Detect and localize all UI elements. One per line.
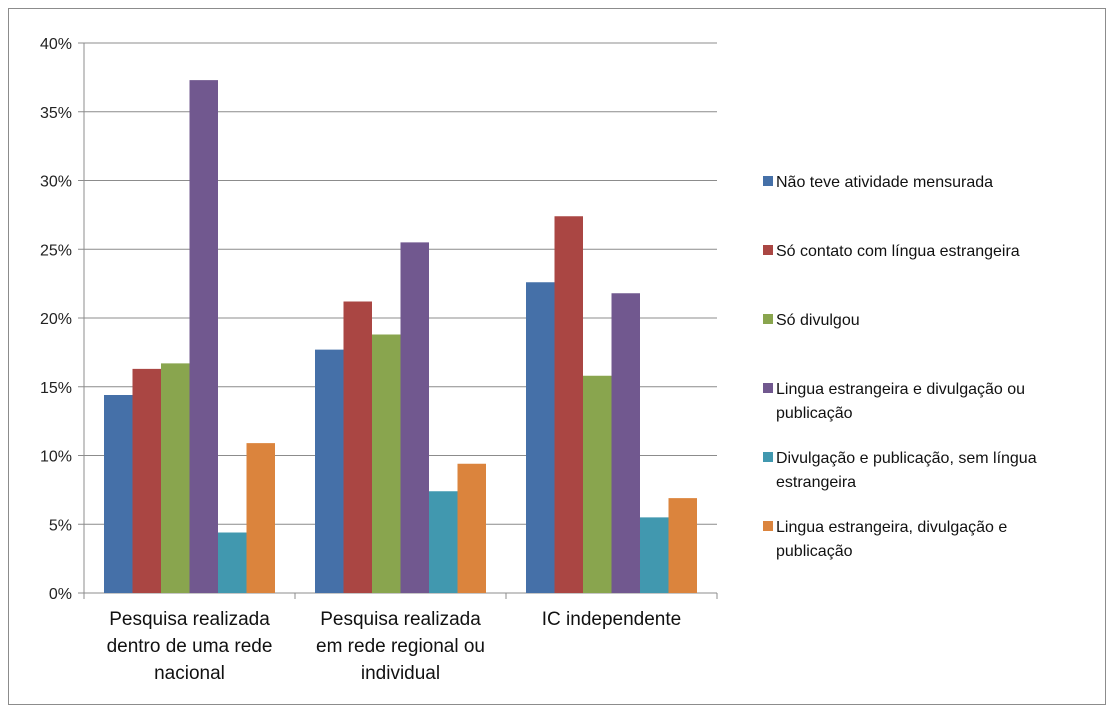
y-tick-label: 10% [40,449,72,466]
legend-label: Não teve atividade mensurada [776,174,993,191]
y-tick-label: 35% [40,105,72,122]
bar [583,375,612,593]
legend-label: Divulgação e publicação, sem língua [776,450,1037,467]
bar [132,368,161,593]
y-tick-label: 40% [40,36,72,53]
x-category-label: dentro de uma rede [107,636,273,657]
bar [246,443,275,593]
legend-label: Só contato com língua estrangeira [776,243,1020,260]
bar [315,349,344,593]
bar [668,498,697,593]
y-tick-label: 0% [49,586,72,603]
legend-swatch [763,314,773,324]
legend-label: estrangeira [776,474,856,491]
x-category-label: Pesquisa realizada [109,609,270,630]
x-category-labels: Pesquisa realizada dentro de uma rede naci… [107,609,682,684]
bar [640,517,669,593]
legend-swatch [763,176,773,186]
legend-label: publicação [776,405,853,422]
bar-chart: 0% 5% 10% 15% 20% 25% 30% 35% 40% Pesquisa reali… [40,36,1037,684]
legend-swatch [763,383,773,393]
bar [104,395,133,593]
legend-swatch [763,521,773,531]
bar [554,216,583,593]
legend-label: Lingua estrangeira e divulgação ou [776,381,1025,398]
bar [189,80,218,593]
chart-frame: 0% 5% 10% 15% 20% 25% 30% 35% 40% Pesquisa reali… [8,8,1106,705]
legend-label: Lingua estrangeira, divulgação e [776,519,1007,536]
x-category-label: nacional [154,663,225,684]
bar [526,282,555,593]
legend-swatch [763,245,773,255]
legend-swatch [763,452,773,462]
bar [161,363,190,593]
y-tick-label: 20% [40,311,72,328]
y-tick-labels: 0% 5% 10% 15% 20% 25% 30% 35% 40% [40,36,72,603]
bar [457,463,486,593]
bar [611,293,640,593]
x-category-label: IC independente [542,609,681,630]
y-tick-label: 30% [40,174,72,191]
y-tick-label: 25% [40,242,72,259]
bar [218,532,247,593]
bar [400,242,429,593]
y-tick-label: 5% [49,517,72,534]
y-tick-label: 15% [40,380,72,397]
bar [372,334,401,593]
legend: Não teve atividade mensurada Só contato c… [763,174,1037,560]
bars [104,80,697,593]
legend-label: Só divulgou [776,312,860,329]
x-category-label: Pesquisa realizada [320,609,481,630]
bar [429,491,458,593]
legend-label: publicação [776,543,853,560]
x-category-label: individual [361,663,440,684]
bar [343,301,372,593]
x-category-label: em rede regional ou [316,636,485,657]
